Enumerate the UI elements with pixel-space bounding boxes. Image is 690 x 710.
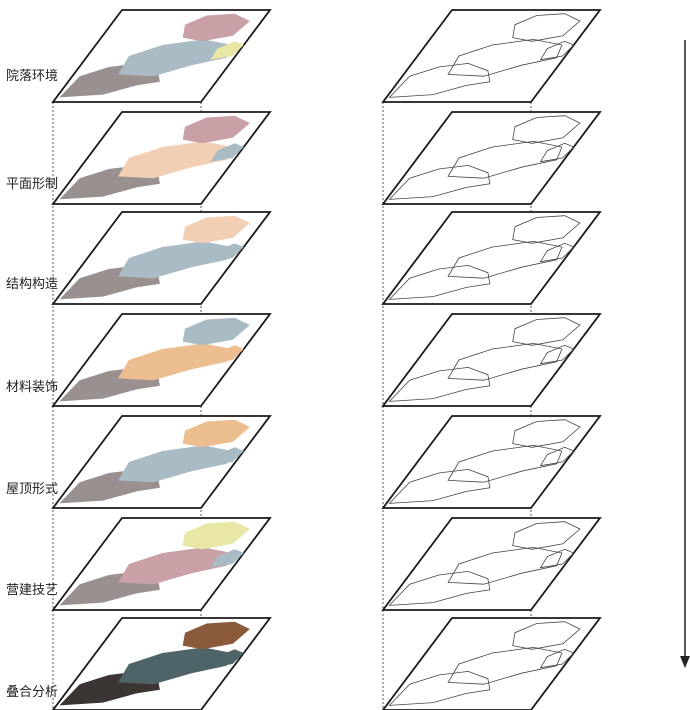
layer-label-overlay: 叠合分析 (6, 685, 58, 700)
down-arrow-icon (680, 40, 690, 668)
map-region (512, 317, 581, 346)
layer-labels: 院落环境 平面形制 结构构造 材料装饰 屋顶形式 营建技艺 叠合分析 (6, 69, 58, 700)
map-region (182, 419, 250, 448)
outline-layer (381, 211, 602, 305)
outline-layer (381, 415, 602, 509)
colored-layer (51, 517, 272, 611)
outline-layer (381, 9, 602, 103)
map-region (388, 62, 491, 98)
map-region (118, 241, 232, 279)
map-region (539, 142, 575, 163)
layer-label-roof: 屋顶形式 (6, 482, 58, 497)
map-region (388, 670, 491, 706)
colored-layer (51, 415, 272, 509)
map-region (512, 419, 581, 448)
layer-label-structure: 结构构造 (6, 277, 58, 292)
map-region (388, 164, 491, 200)
colored-layer (51, 9, 272, 103)
map-region (512, 215, 581, 244)
map-region (539, 40, 575, 61)
map-region (512, 13, 581, 42)
map-region (388, 264, 491, 300)
map-region (210, 243, 244, 262)
layer-plane (381, 9, 602, 103)
layer-label-craft: 营建技艺 (6, 583, 58, 598)
outline-layer (381, 617, 602, 710)
layer-plane (381, 111, 602, 205)
map-region (539, 344, 575, 365)
map-region (210, 143, 244, 162)
layer-label-material: 材料装饰 (6, 380, 58, 395)
map-region (210, 345, 244, 364)
map-region (539, 446, 575, 467)
layer-label-plan: 平面形制 (6, 177, 58, 192)
colored-layer (51, 617, 272, 710)
map-region (447, 140, 563, 179)
map-region (118, 445, 232, 483)
map-region (182, 115, 250, 144)
colored-layer (51, 211, 272, 305)
map-region (512, 621, 581, 650)
map-region (539, 648, 575, 669)
map-region (118, 39, 232, 77)
map-region (539, 242, 575, 263)
layer-plane (381, 313, 602, 407)
map-region (182, 13, 250, 42)
map-region (182, 521, 250, 550)
outline-layer (381, 313, 602, 407)
map-region (210, 649, 244, 668)
map-region (512, 115, 581, 144)
map-region (447, 38, 563, 77)
map-region (182, 621, 250, 650)
map-region (388, 468, 491, 504)
map-region (118, 343, 232, 381)
map-region (182, 317, 250, 346)
colored-map-column (51, 9, 272, 710)
layer-plane (381, 415, 602, 509)
map-region (388, 570, 491, 606)
map-region (447, 342, 563, 381)
map-region (388, 366, 491, 402)
layer-label-courtyard: 院落环境 (6, 69, 58, 84)
map-region (182, 215, 250, 244)
map-region (118, 141, 232, 179)
map-region (118, 547, 232, 585)
layer-plane (381, 617, 602, 710)
map-region (210, 41, 244, 60)
map-region (447, 546, 563, 585)
outline-layer (381, 517, 602, 611)
map-region (539, 548, 575, 569)
layer-plane (381, 517, 602, 611)
map-region (210, 549, 244, 568)
colored-layer (51, 111, 272, 205)
outline-map-column (381, 9, 602, 710)
layer-plane (381, 211, 602, 305)
map-region (447, 240, 563, 279)
map-region (210, 447, 244, 466)
map-region (447, 646, 563, 685)
outline-layer (381, 111, 602, 205)
map-region (118, 647, 232, 685)
map-region (512, 521, 581, 550)
colored-layer (51, 313, 272, 407)
map-region (447, 444, 563, 483)
